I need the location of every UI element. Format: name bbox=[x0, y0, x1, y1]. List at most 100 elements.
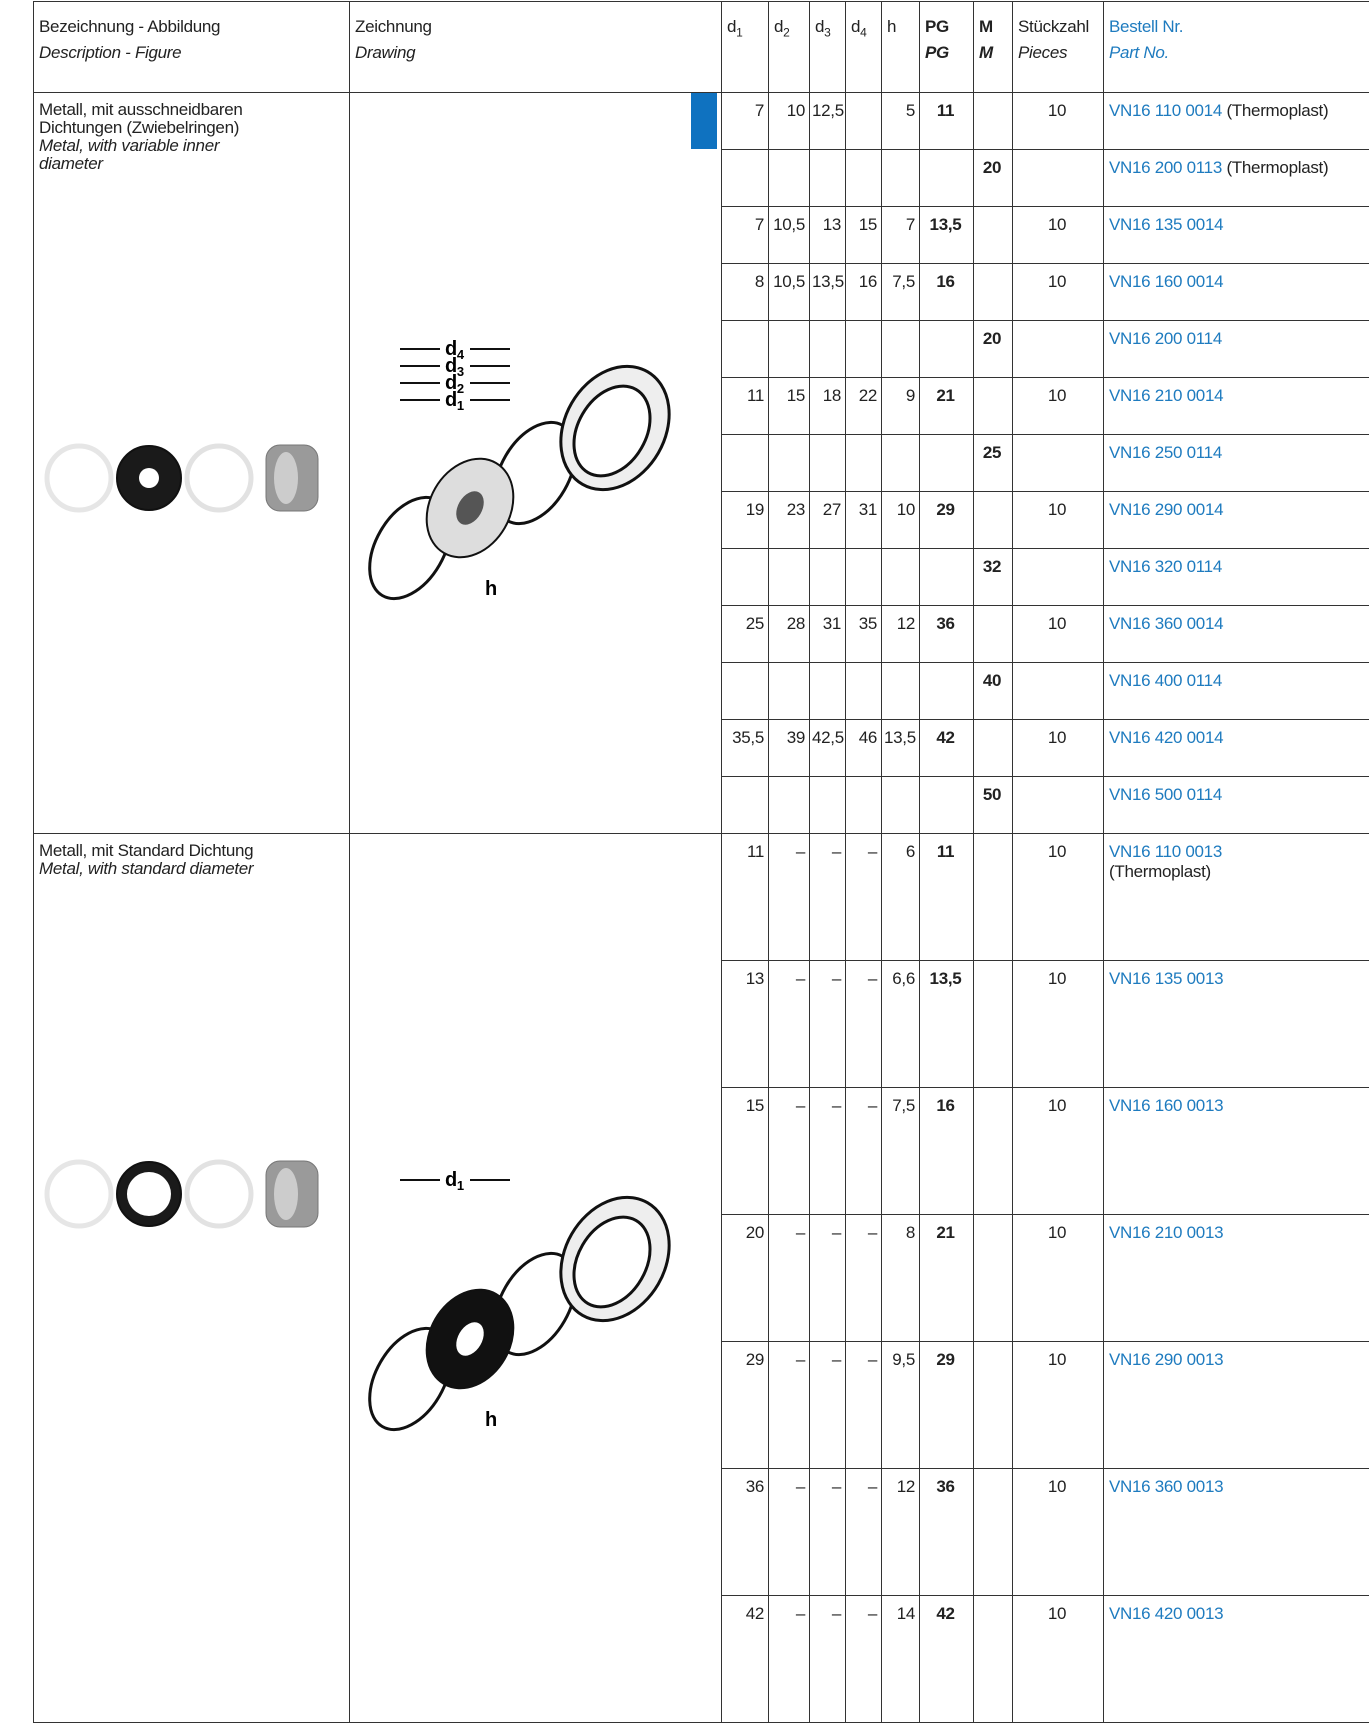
value-cell: 20 bbox=[974, 150, 1013, 207]
value-cell bbox=[722, 663, 769, 720]
value-cell: – bbox=[769, 1342, 810, 1469]
value-cell bbox=[974, 1469, 1013, 1596]
description-cell: Metall, mit ausschneidbaren Dichtungen (… bbox=[34, 93, 350, 834]
value-cell: 20 bbox=[722, 1215, 769, 1342]
part-cell: VN16 420 0014 bbox=[1104, 720, 1369, 777]
value-cell: 42,5 bbox=[810, 720, 846, 777]
value-cell: 7,5 bbox=[882, 1088, 920, 1215]
value-cell: 13 bbox=[722, 961, 769, 1088]
cell-value: 42 bbox=[936, 728, 954, 747]
value-cell: 13 bbox=[810, 207, 846, 264]
cell-value: 16 bbox=[859, 272, 877, 291]
part-number: VN16 160 0013 bbox=[1109, 1096, 1223, 1115]
part-cell: VN16 200 0114 bbox=[1104, 321, 1369, 378]
value-cell: – bbox=[810, 1469, 846, 1596]
cell-value: 25 bbox=[983, 443, 1001, 462]
table-row: Metall, mit ausschneidbaren Dichtungen (… bbox=[34, 93, 1369, 150]
part-cell: VN16 135 0014 bbox=[1104, 207, 1369, 264]
nut-hole bbox=[274, 1168, 298, 1220]
cell-value: 7 bbox=[755, 101, 764, 120]
part-cell: VN16 200 0113 (Thermoplast) bbox=[1104, 150, 1369, 207]
value-cell bbox=[769, 663, 810, 720]
drawing-label: h bbox=[485, 1409, 497, 1431]
value-cell: 10 bbox=[1013, 961, 1104, 1088]
cell-value: 36 bbox=[936, 614, 954, 633]
cell-value: 10 bbox=[1048, 272, 1066, 291]
drawing-label: h bbox=[485, 578, 497, 600]
cell-value: – bbox=[868, 1223, 877, 1242]
drawing-label-subscript: 3 bbox=[457, 364, 464, 379]
value-cell: 36 bbox=[920, 1469, 974, 1596]
cell-value: 13,5 bbox=[884, 728, 916, 747]
cell-value: 32 bbox=[983, 557, 1001, 576]
value-cell: 10 bbox=[1013, 1088, 1104, 1215]
drawing-label-letter: h bbox=[485, 578, 497, 600]
part-number: VN16 160 0014 bbox=[1109, 272, 1223, 291]
cell-value: 14 bbox=[897, 1604, 915, 1623]
cell-value: 16 bbox=[936, 1096, 954, 1115]
drawing-label-subscript: 1 bbox=[457, 1178, 464, 1193]
value-cell bbox=[846, 663, 882, 720]
value-cell: – bbox=[846, 1596, 882, 1723]
cell-value: 20 bbox=[746, 1223, 764, 1242]
value-cell bbox=[974, 264, 1013, 321]
header-cell: Bezeichnung - Abbildung Description - Fig… bbox=[34, 2, 350, 93]
value-cell: 35,5 bbox=[722, 720, 769, 777]
value-cell: 15 bbox=[846, 207, 882, 264]
value-cell: – bbox=[810, 961, 846, 1088]
part-cell: VN16 160 0014 bbox=[1104, 264, 1369, 321]
part-cell: VN16 290 0013 bbox=[1104, 1342, 1369, 1469]
value-cell: 35 bbox=[846, 606, 882, 663]
value-cell bbox=[882, 777, 920, 834]
value-cell: 12 bbox=[882, 606, 920, 663]
value-cell: – bbox=[810, 1596, 846, 1723]
cell-value: 19 bbox=[746, 500, 764, 519]
cell-value: 46 bbox=[859, 728, 877, 747]
cell-value: 20 bbox=[983, 158, 1001, 177]
cell-value: 10 bbox=[1048, 614, 1066, 633]
cell-value: 10 bbox=[1048, 500, 1066, 519]
cell-value: 13,5 bbox=[812, 272, 844, 291]
header-subscript: 2 bbox=[783, 25, 789, 39]
part-cell: VN16 360 0013 bbox=[1104, 1469, 1369, 1596]
value-cell: – bbox=[769, 1215, 810, 1342]
cell-value: 18 bbox=[823, 386, 841, 405]
part-cell: VN16 110 0013(Thermoplast) bbox=[1104, 834, 1369, 961]
cell-value: 42 bbox=[936, 1604, 954, 1623]
cell-value: 5 bbox=[906, 101, 915, 120]
cell-value: 13,5 bbox=[930, 969, 962, 988]
value-cell bbox=[974, 961, 1013, 1088]
value-cell: 10 bbox=[1013, 264, 1104, 321]
value-cell bbox=[974, 834, 1013, 961]
ring bbox=[187, 1162, 251, 1226]
value-cell: 39 bbox=[769, 720, 810, 777]
cell-value: 6,6 bbox=[892, 969, 915, 988]
value-cell: 42 bbox=[920, 1596, 974, 1723]
value-cell bbox=[920, 549, 974, 606]
header-text: Bezeichnung - Abbildung bbox=[39, 17, 220, 36]
value-cell: 10 bbox=[1013, 1469, 1104, 1596]
value-cell: – bbox=[769, 1088, 810, 1215]
cell-value: 21 bbox=[936, 386, 954, 405]
cell-value: – bbox=[832, 1477, 841, 1496]
value-cell: 10 bbox=[769, 93, 810, 150]
value-cell: 10,5 bbox=[769, 264, 810, 321]
header-text-en: Description - Figure bbox=[39, 43, 181, 62]
cell-value: 10 bbox=[1048, 386, 1066, 405]
cell-value: 27 bbox=[823, 500, 841, 519]
cell-value: 11 bbox=[747, 842, 764, 861]
cell-value: 8 bbox=[906, 1223, 915, 1242]
cell-value: 20 bbox=[983, 329, 1001, 348]
part-number: VN16 360 0014 bbox=[1109, 614, 1223, 633]
value-cell bbox=[810, 150, 846, 207]
value-cell: 21 bbox=[920, 378, 974, 435]
value-cell: 5 bbox=[882, 93, 920, 150]
blue-marker bbox=[691, 93, 717, 149]
value-cell: 50 bbox=[974, 777, 1013, 834]
cell-value: 9 bbox=[906, 386, 915, 405]
header-text-en: M bbox=[979, 43, 993, 62]
value-cell: 9 bbox=[882, 378, 920, 435]
header-subscript: 4 bbox=[860, 25, 866, 39]
